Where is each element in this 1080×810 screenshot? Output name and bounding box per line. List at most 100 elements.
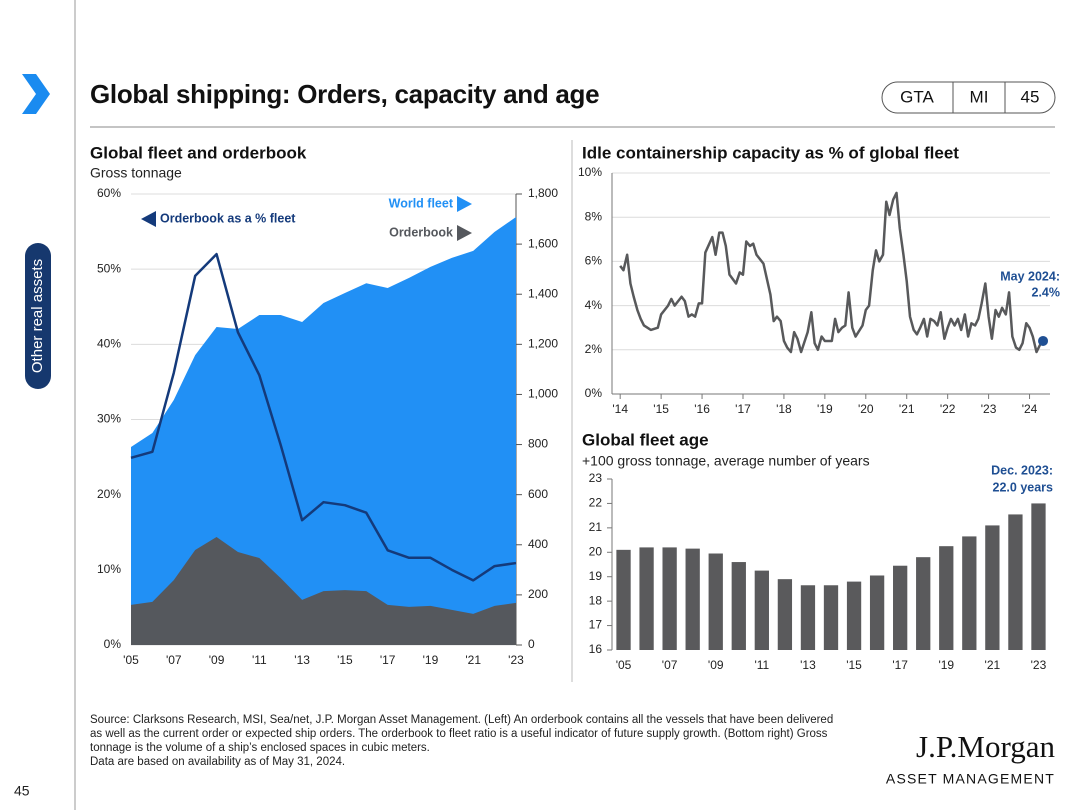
x-tick-label: '19 [938,658,954,672]
y-tick-label: 10% [97,562,121,576]
y-tick-label: 30% [97,412,121,426]
x-tick-label: '21 [465,653,481,667]
y2-tick-label: 0 [528,637,535,651]
bar [1008,514,1023,650]
x-tick-label: '13 [294,653,310,667]
chart-title: Global fleet and orderbook [90,143,307,162]
source-note: as well as the current order or expected… [90,728,828,740]
y-tick-label: 22 [589,496,603,510]
chevron-icon [22,74,50,114]
legend-arrow [457,225,472,241]
y-tick-label: 0% [585,386,603,400]
bar [800,585,816,650]
x-tick-label: '23 [1031,658,1047,672]
x-tick-label: '07 [166,653,182,667]
bar [985,525,1000,650]
y-tick-label: 50% [97,261,121,275]
legend-arrow [141,211,156,227]
section-pill [25,243,51,389]
bar [754,570,769,650]
area [131,217,516,645]
tab[interactable]: MI [970,87,989,106]
y2-tick-label: 1,600 [528,236,558,250]
x-tick-label: '17 [380,653,396,667]
bar [708,553,723,650]
y2-tick-label: 1,800 [528,186,558,200]
y-tick-label: 23 [589,471,603,485]
x-tick-label: '14 [612,402,628,416]
y-tick-label: 40% [97,337,121,351]
x-tick-label: '11 [252,653,267,667]
y-tick-label: 21 [589,520,603,534]
x-tick-label: '16 [694,402,710,416]
legend-label: World fleet [389,196,454,210]
y-tick-label: 20 [589,544,603,558]
legend-label: Orderbook [389,225,453,239]
x-tick-label: '11 [754,658,769,672]
x-tick-label: '07 [662,658,678,672]
source-note: Source: Clarksons Research, MSI, Sea/net… [90,714,833,726]
x-tick-label: '18 [776,402,792,416]
y-tick-label: 19 [589,569,603,583]
y-tick-label: 6% [585,254,603,268]
y2-tick-label: 1,400 [528,286,558,300]
legend-arrow [457,196,472,212]
y-tick-label: 10% [578,165,602,179]
source-note: Data are based on availability as of May… [90,756,345,768]
area [131,537,516,645]
x-tick-label: '23 [981,402,997,416]
chart-title: Idle containership capacity as % of glob… [582,143,959,162]
x-tick-label: '20 [858,402,874,416]
x-tick-label: '15 [337,653,353,667]
tab[interactable]: 45 [1021,87,1040,106]
line [619,191,1045,354]
end-marker [1038,335,1049,346]
bar [685,548,700,650]
y-tick-label: 20% [97,487,121,501]
bar [916,557,931,650]
x-tick-label: '05 [123,653,139,667]
y-tick-label: 0% [104,637,122,651]
y-tick-label: 18 [589,593,603,607]
x-tick-label: '15 [653,402,669,416]
annotation: 22.0 years [993,480,1054,494]
y-tick-label: 2% [585,342,603,356]
logo-division: ASSET MANAGEMENT [886,771,1055,787]
x-tick-label: '13 [800,658,816,672]
y2-tick-label: 800 [528,437,548,451]
x-tick-label: '22 [940,402,956,416]
x-tick-label: '23 [508,653,524,667]
bar [777,579,793,650]
bar [846,581,862,650]
chart-title: Global fleet age [582,430,709,449]
bar [823,585,839,650]
x-tick-label: '21 [985,658,1001,672]
page-number: 45 [14,783,30,799]
bar [639,547,654,650]
page-title: Global shipping: Orders, capacity and ag… [90,79,599,109]
tab-group [881,81,1056,114]
chart-subtitle: Gross tonnage [90,165,182,181]
y-tick-label: 16 [589,642,603,656]
y-tick-label: 60% [97,186,121,200]
bar [616,549,631,650]
x-tick-label: '17 [892,658,908,672]
x-tick-label: '19 [423,653,439,667]
x-tick-label: '24 [1022,402,1038,416]
x-tick-label: '19 [817,402,833,416]
x-tick-label: '09 [209,653,225,667]
bar [893,565,908,650]
y-tick-label: 8% [585,209,603,223]
annotation: May 2024: [1000,269,1060,283]
tab[interactable]: GTA [900,87,934,106]
x-tick-label: '21 [899,402,915,416]
bar [662,547,677,650]
x-tick-label: '15 [846,658,862,672]
y2-tick-label: 600 [528,487,548,501]
chart-subtitle: +100 gross tonnage, average number of ye… [582,453,870,469]
y2-tick-label: 1,000 [528,387,558,401]
x-tick-label: '05 [616,658,632,672]
bar [962,536,977,650]
legend-label: Orderbook as a % fleet [160,211,296,225]
